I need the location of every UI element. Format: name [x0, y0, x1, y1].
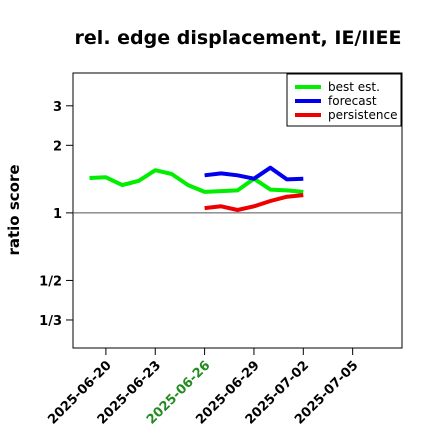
- chart-title: rel. edge displacement, IE/IIEE: [75, 27, 402, 49]
- y-axis: 3 2 1 1/2 1/3: [39, 100, 73, 329]
- legend-label: persistence: [328, 108, 397, 122]
- legend-label: forecast: [328, 94, 377, 108]
- legend-label: best est.: [328, 80, 380, 94]
- plot-area: [72, 72, 403, 349]
- y-tick-label: 1/3: [39, 314, 62, 329]
- y-tick-label: 1: [53, 207, 62, 222]
- y-tick-label: 2: [53, 139, 62, 154]
- series-line-persistence: [204, 193, 304, 212]
- y-axis-label: ratio score: [5, 164, 23, 255]
- series-lines: [89, 165, 304, 212]
- series-line-best-est: [89, 168, 304, 194]
- x-axis: 2025-06-202025-06-232025-06-262025-06-29…: [45, 348, 361, 428]
- y-tick-label: 3: [53, 100, 62, 115]
- y-tick-label: 1/2: [39, 274, 62, 289]
- series-line-forecast: [204, 165, 304, 182]
